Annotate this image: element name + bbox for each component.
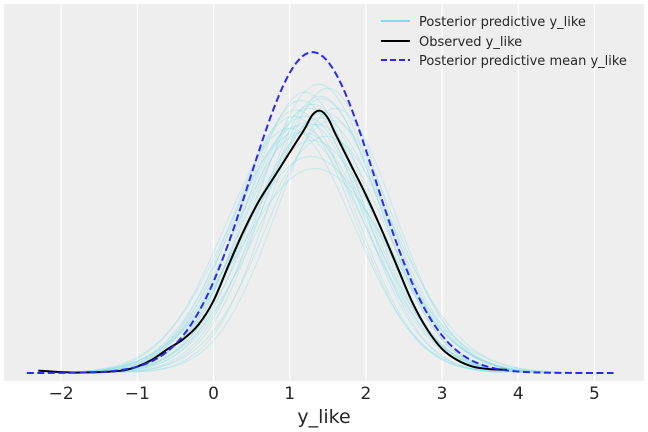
x-tick-label: −1: [125, 384, 150, 404]
posterior-predictive-line: [97, 117, 543, 373]
plot-background: [4, 4, 644, 381]
x-tick-label: −2: [49, 384, 74, 404]
x-tick-label: 3: [437, 384, 448, 404]
posterior-predictive-line: [119, 119, 545, 373]
posterior-predictive-line: [133, 107, 538, 373]
posterior-predictive-line: [64, 155, 558, 373]
mean-line-group: [26, 51, 614, 374]
legend-label-posterior-predictive: Posterior predictive y_like: [419, 15, 586, 30]
x-tick-label: 1: [284, 384, 295, 404]
posterior-predictive-line: [86, 115, 501, 373]
posterior-predictive-line: [84, 115, 526, 373]
posterior-predictive-line: [64, 131, 531, 373]
posterior-predictive-line: [108, 91, 502, 373]
posterior-predictive-line: [91, 109, 501, 373]
posterior-predictive-mean-line: [26, 51, 614, 374]
posterior-predictive-line: [72, 127, 508, 373]
legend-label-observed: Observed y_like: [419, 35, 522, 50]
posterior-predictive-line: [118, 95, 523, 373]
posterior-predictive-line: [60, 167, 569, 373]
x-tick-labels: −2 −1 0 1 2 3 4 5: [49, 384, 600, 404]
x-axis-label: y_like: [297, 406, 350, 428]
x-tick-label: 4: [513, 384, 524, 404]
x-tick-label: 5: [589, 384, 600, 404]
legend: Posterior predictive y_like Observed y_l…: [381, 15, 627, 69]
posterior-predictive-line: [74, 139, 551, 373]
posterior-predictive-line: [99, 99, 504, 373]
x-tick-label: 2: [360, 384, 371, 404]
posterior-predictive-line: [93, 135, 560, 373]
posterior-predictive-line: [96, 107, 522, 373]
x-tick-label: 0: [208, 384, 219, 404]
posterior-predictive-line: [105, 103, 520, 373]
posterior-predictive-draws: [60, 83, 569, 373]
grid-lines: [60, 4, 596, 381]
posterior-predictive-line: [122, 98, 522, 373]
legend-label-mean: Posterior predictive mean y_like: [419, 54, 627, 69]
